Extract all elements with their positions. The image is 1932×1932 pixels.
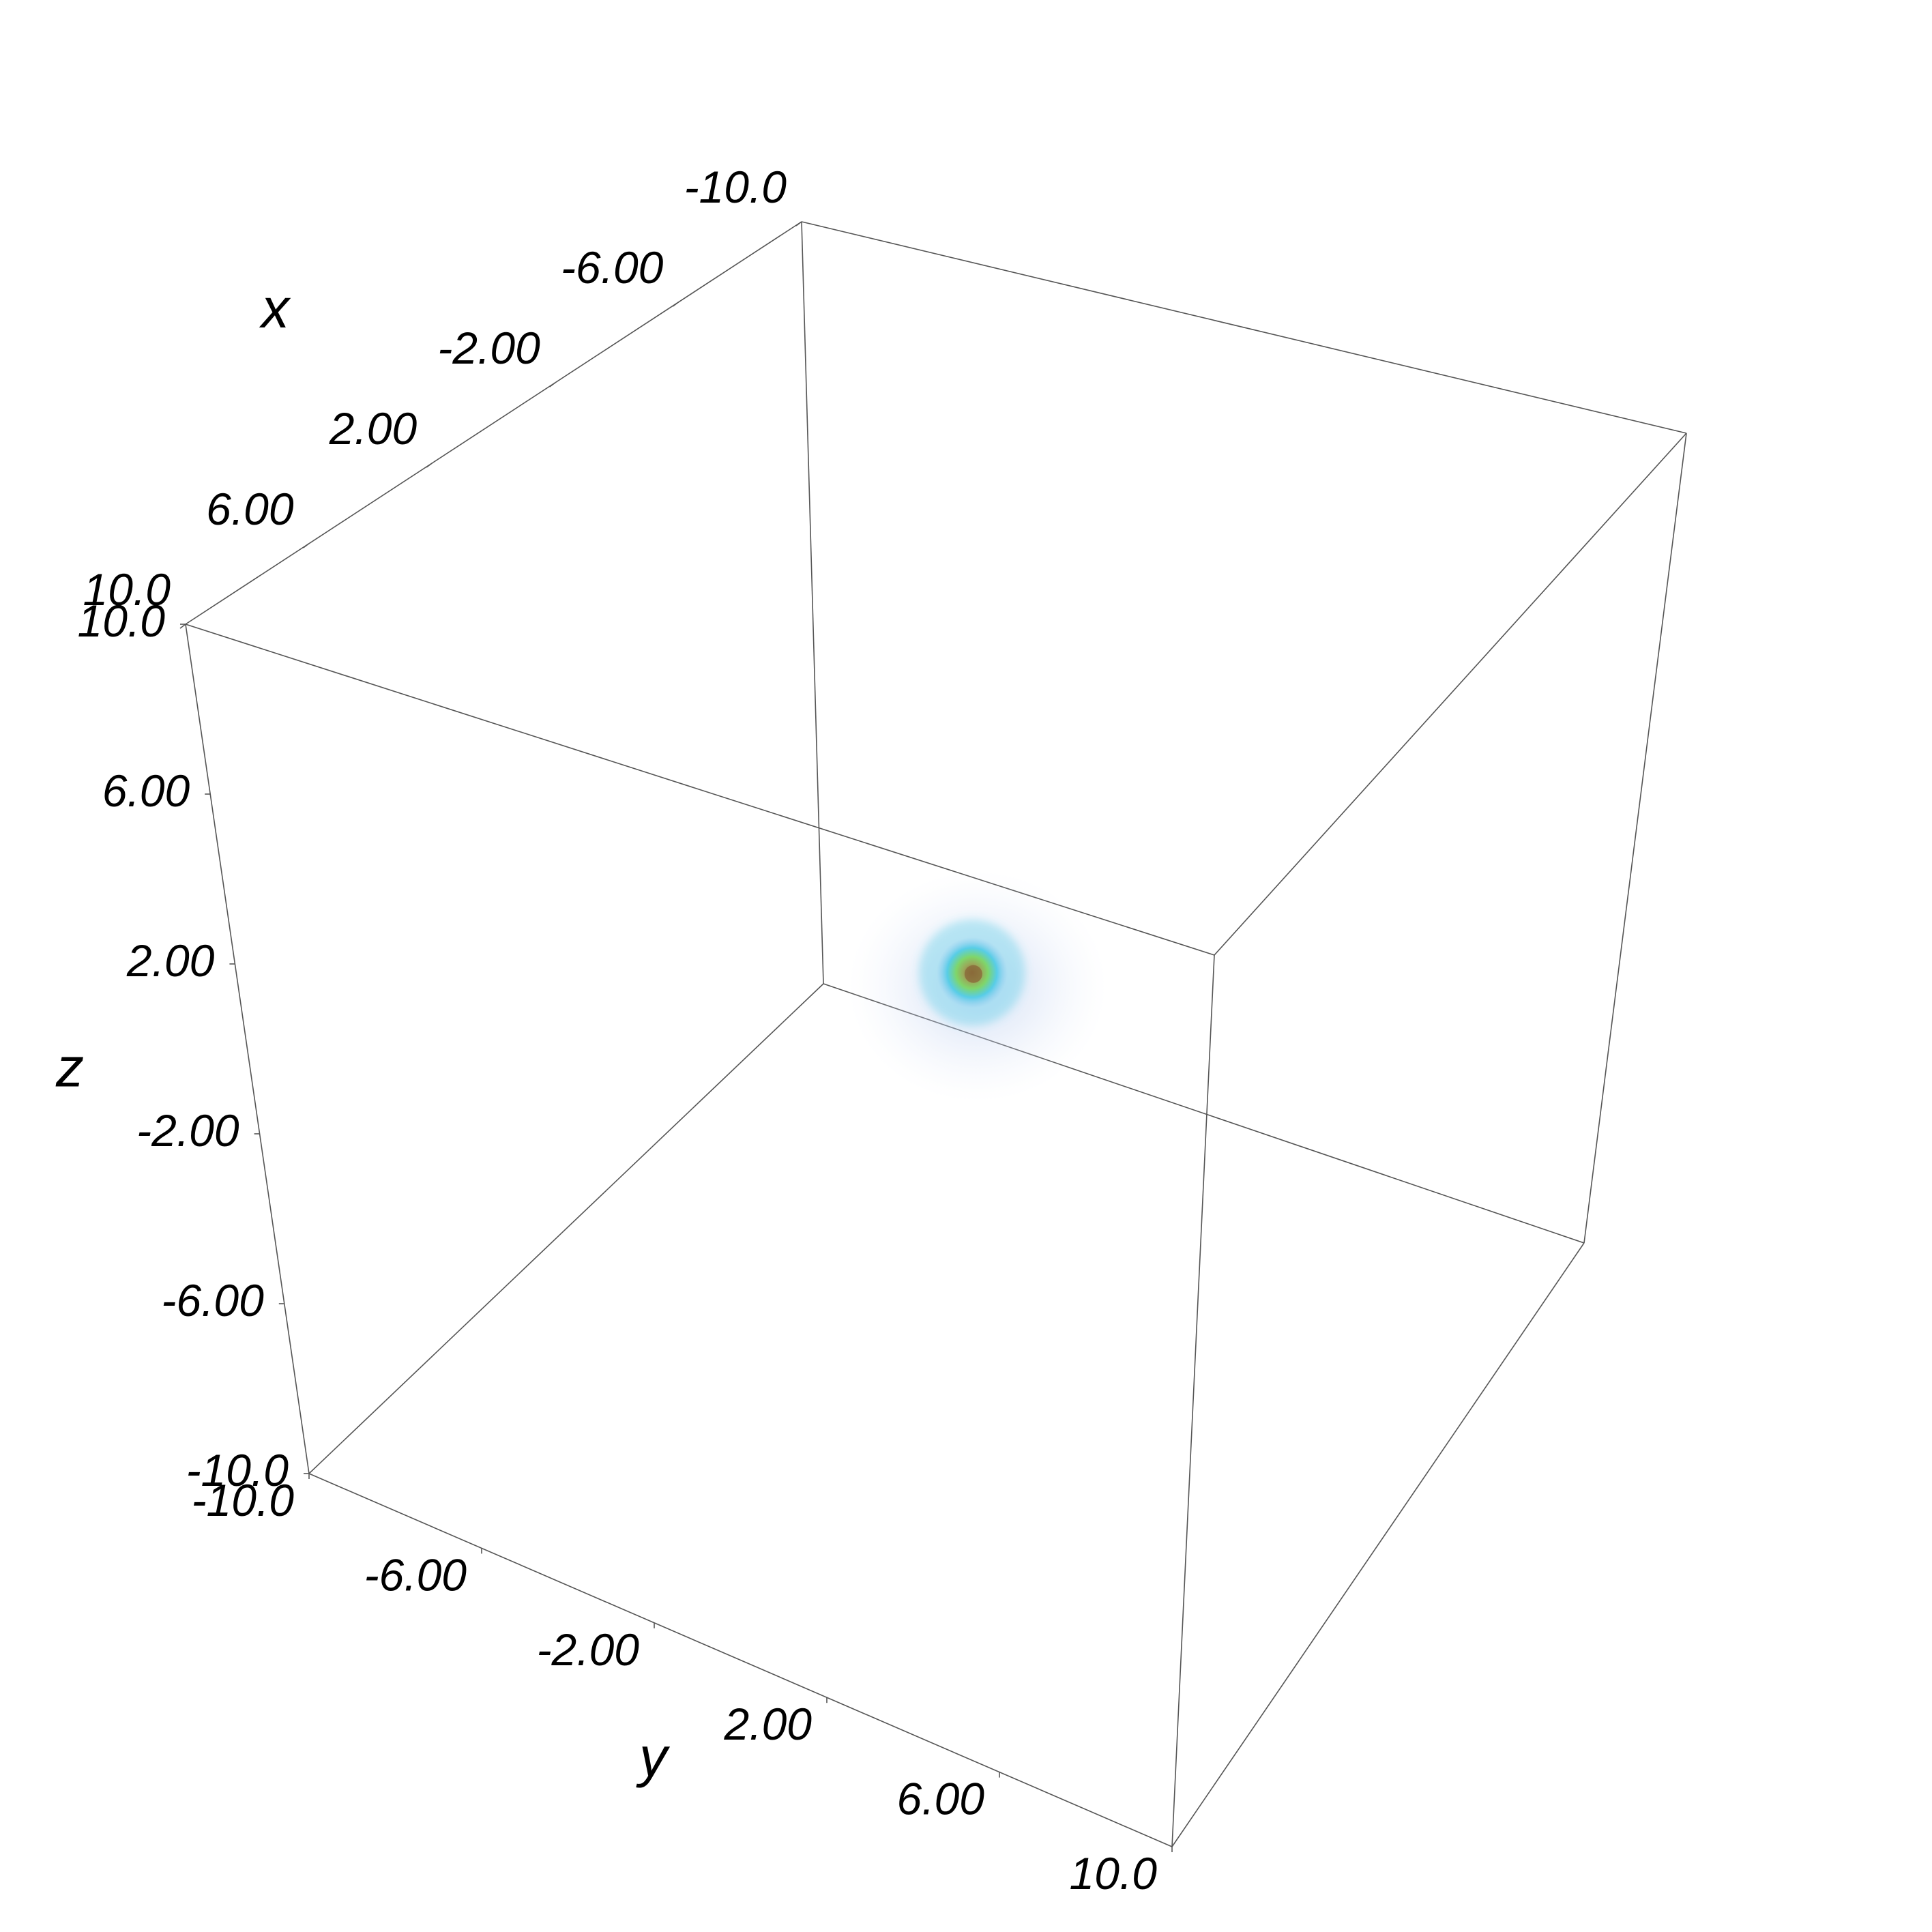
y-tick-label-0: -10.0 <box>192 1475 295 1525</box>
z-tick-label-1: -6.00 <box>161 1275 264 1326</box>
x-tick-mark-3 <box>426 463 433 468</box>
y-tick-label-3: 2.00 <box>724 1699 813 1749</box>
box-edge-6 <box>308 1473 1173 1847</box>
box-edge-1 <box>185 221 802 625</box>
x-tick-mark-4 <box>303 543 310 548</box>
volume-blob <box>847 870 1107 1102</box>
box-edge-11 <box>1171 954 1215 1847</box>
box-edge-0 <box>801 221 1687 434</box>
z-tick-label-3: 2.00 <box>126 935 215 986</box>
box-edge-9 <box>1583 433 1687 1244</box>
x-tick-label-1: -6.00 <box>561 242 664 293</box>
x-tick-mark-2 <box>549 382 556 387</box>
x-tick-mark-0 <box>795 221 802 226</box>
box-edge-5 <box>308 983 824 1474</box>
y-axis-title: y <box>636 1727 671 1789</box>
tick-marks <box>179 221 1173 1852</box>
y-tick-label-2: -2.00 <box>537 1624 640 1675</box>
x-tick-label-2: -2.00 <box>437 323 540 373</box>
x-tick-mark-5 <box>179 624 186 629</box>
x-tick-label-0: -10.0 <box>684 162 787 212</box>
z-tick-label-4: 6.00 <box>102 765 190 816</box>
z-tick-label-5: 10.0 <box>78 596 166 646</box>
axis-labels: -10.0 -6.00 -2.00 2.00 6.00 10.0 x -10.0 -6.00 -2… <box>55 162 1157 1899</box>
x-tick-label-5: 10.0 <box>83 564 171 615</box>
bounding-box <box>185 221 1687 1847</box>
x-tick-label-3: 2.00 <box>329 403 418 454</box>
box-edge-8 <box>801 221 824 984</box>
y-tick-label-5: 10.0 <box>1070 1848 1158 1899</box>
y-tick-label-4: 6.00 <box>897 1774 985 1824</box>
z-tick-label-2: -2.00 <box>136 1105 239 1156</box>
box-edge-10 <box>185 624 310 1474</box>
x-axis-title: x <box>259 278 291 340</box>
y-tick-label-1: -6.00 <box>364 1549 467 1600</box>
z-axis-title: z <box>55 1037 84 1099</box>
z-tick-label-0: -10.0 <box>186 1445 289 1495</box>
x-tick-label-4: 6.00 <box>206 484 294 534</box>
blob-center <box>964 965 982 983</box>
box-edge-3 <box>1214 433 1687 956</box>
x-tick-mark-1 <box>672 302 679 307</box>
box-edge-7 <box>1171 1242 1585 1847</box>
